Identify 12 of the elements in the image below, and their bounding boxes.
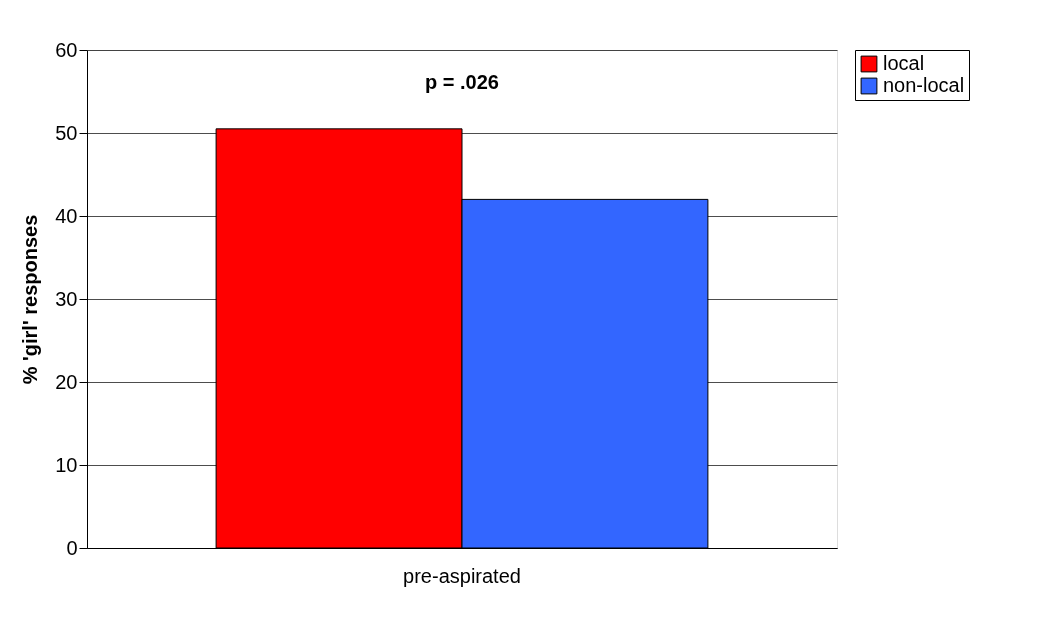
y-axis-title: % 'girl' responses bbox=[19, 214, 42, 385]
y-tick-label: 20 bbox=[55, 370, 78, 393]
annotation: p = .026 bbox=[425, 71, 499, 93]
y-tick-label: 60 bbox=[55, 38, 78, 61]
legend-label: non-local bbox=[883, 74, 965, 96]
y-tick-label: 50 bbox=[55, 121, 78, 144]
y-tick-label: 10 bbox=[55, 453, 78, 476]
y-tick-label: 30 bbox=[55, 287, 78, 310]
y-tick-label: 40 bbox=[55, 204, 78, 227]
y-tick-label: 0 bbox=[66, 536, 78, 559]
x-tick-label: pre-aspirated bbox=[403, 564, 521, 587]
legend-label: local bbox=[883, 52, 925, 74]
